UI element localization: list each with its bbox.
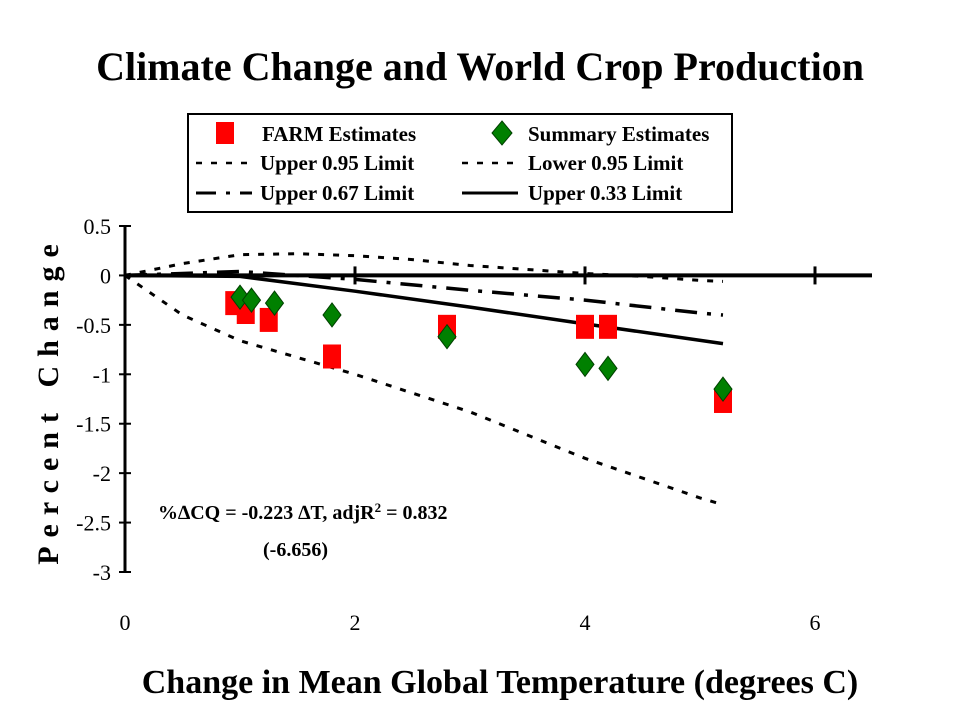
y-tick-label: -1.5 [76,412,111,437]
legend-marker-farm [216,122,234,144]
farm-estimate-point [576,314,594,339]
legend-box [187,113,733,213]
legend-label-farm: FARM Estimates [262,122,416,146]
y-axis-label: Percent Change [32,235,65,565]
legend-label-upper33: Upper 0.33 Limit [528,181,682,205]
farm-estimate-point [599,314,617,339]
x-tick-label: 2 [350,610,361,635]
y-tick-label: -0.5 [76,313,111,338]
farm-estimate-point [323,344,341,369]
regression-equation: %∆CQ = -0.223 ∆T, adjR2 = 0.832 [158,500,448,525]
summary-estimate-point [264,290,285,316]
legend: FARM Estimates Summary Estimates Upper 0… [187,113,733,213]
summary-estimate-point [575,351,595,378]
y-tick-label: 0 [100,263,111,288]
series-line-upper-0-67-limit [124,269,724,317]
t-statistic: (-6.656) [263,539,328,561]
summary-estimate-point [598,355,618,382]
axes: 0.5 0 -0.5 -1 -1.5 -2 -2.5 -3 0 2 4 6 [76,214,872,635]
summary-estimate-point [241,287,262,313]
series-markers [225,284,733,413]
legend-label-upper95: Upper 0.95 Limit [260,151,414,175]
summary-estimate-point [713,376,733,402]
summary-estimate-point [437,323,457,350]
legend-label-lower95: Lower 0.95 Limit [528,151,683,175]
y-tick-label: -1 [93,362,111,387]
x-tick-label: 6 [810,610,821,635]
regression-equation-fit: = 0.832 [381,502,447,524]
y-tick-label: -3 [93,560,111,585]
summary-estimate-point [322,302,342,328]
regression-equation-main: %∆CQ = -0.223 ∆T, adjR [158,502,375,524]
y-tick-label: -2 [93,461,111,486]
series-line-upper-0-33-limit [124,273,724,346]
regression-equation-sup: 2 [375,500,382,515]
x-axis-label: Change in Mean Global Temperature (degre… [142,664,859,701]
y-tick-label: -2.5 [76,511,111,536]
legend-label-summary: Summary Estimates [528,122,709,146]
legend-label-upper67: Upper 0.67 Limit [260,181,414,205]
series-line-upper-0-95-limit [124,252,724,283]
x-tick-label: 0 [120,610,131,635]
legend-marker-summary [491,120,513,146]
series-lines [124,252,724,507]
chart-title: Climate Change and World Crop Production [96,44,864,89]
series-line-lower-0-95-limit [124,274,724,507]
y-tick-label: 0.5 [84,214,112,239]
x-tick-label: 4 [580,610,591,635]
